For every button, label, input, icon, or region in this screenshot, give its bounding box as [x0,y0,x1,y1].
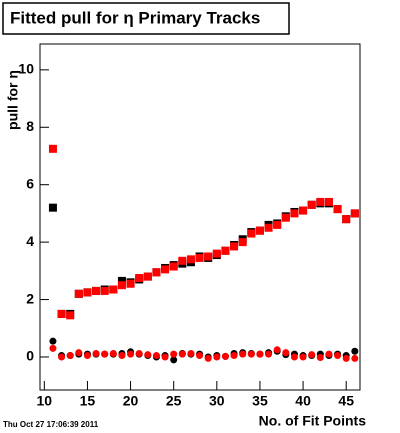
circle-marker [144,351,152,359]
square-marker [273,220,282,229]
square-marker [324,197,333,206]
square-marker [117,281,126,290]
circle-marker [299,353,307,361]
y-tick-label: 10 [18,61,34,77]
circle-marker [83,352,91,360]
square-marker [83,288,92,297]
circle-marker [187,350,195,358]
y-tick-label: 4 [26,233,34,249]
circle-marker [204,354,212,362]
circle-marker [221,352,229,360]
square-marker [126,279,135,288]
circle-marker [290,353,298,361]
square-marker [48,203,57,212]
circle-marker [152,352,160,360]
circle-marker [342,354,350,362]
circle-marker [135,350,143,358]
circle-marker [273,346,281,354]
plot-frame [39,43,361,391]
square-marker [92,286,101,295]
circle-marker [49,344,57,352]
circle-marker [308,351,316,359]
square-marker [135,274,144,283]
circle-marker [178,350,186,358]
y-tick-label: 2 [26,290,34,306]
circle-marker [325,350,333,358]
square-marker [117,276,126,285]
square-marker [307,200,316,209]
circle-marker [282,349,290,357]
circle-marker [256,350,264,358]
circle-marker [109,350,117,358]
square-marker [109,285,118,294]
square-marker [333,205,342,214]
circle-marker [196,352,204,360]
y-axis-label: pull for η [5,70,21,130]
circle-marker [49,337,57,345]
square-marker [195,253,204,262]
chart-title: Fitted pull for η Primary Tracks [10,8,260,27]
circle-marker [118,352,126,360]
x-tick-label: 30 [209,393,225,409]
circle-marker [351,347,359,355]
circle-marker [334,352,342,360]
x-tick-label: 10 [37,393,53,409]
x-tick-label: 20 [123,393,139,409]
circle-marker [101,350,109,358]
circle-marker [247,350,255,358]
circle-marker [92,350,100,358]
x-tick-label: 45 [338,393,354,409]
square-marker [342,215,351,224]
y-tick-label: 0 [26,348,34,364]
square-marker [66,311,75,320]
square-marker [143,272,152,281]
circle-marker [170,356,178,364]
circle-marker [127,350,135,358]
square-marker [48,144,57,153]
y-tick-label: 8 [26,118,34,134]
y-tick-label: 6 [26,175,34,191]
circle-marker [66,352,74,360]
square-marker [238,238,247,247]
square-marker [350,209,359,218]
square-marker [178,256,187,265]
square-marker [255,226,264,235]
timestamp: Thu Oct 27 17:06:39 2011 [3,420,99,429]
circle-marker [213,353,221,361]
x-tick-label: 40 [295,393,311,409]
circle-marker [316,354,324,362]
circle-marker [239,350,247,358]
square-marker [74,289,83,298]
square-marker [299,206,308,215]
circle-marker [161,353,169,361]
circle-marker [351,354,359,362]
square-marker [100,286,109,295]
square-marker [281,213,290,222]
square-marker [230,242,239,251]
circle-marker [265,350,273,358]
x-tick-label: 15 [80,393,96,409]
circle-marker [75,349,83,357]
x-tick-label: 25 [166,393,182,409]
square-marker [152,268,161,277]
circle-marker [230,352,238,360]
square-marker [212,249,221,258]
circle-marker [170,350,178,358]
square-marker [204,252,213,261]
square-marker [316,197,325,206]
square-marker [169,262,178,271]
title-box [2,2,290,35]
square-marker [264,223,273,232]
x-axis-label: No. of Fit Points [259,413,367,429]
x-tick-label: 35 [252,393,268,409]
square-marker [247,229,256,238]
square-marker [290,209,299,218]
square-marker [57,309,66,318]
square-marker [221,246,230,255]
square-marker [186,255,195,264]
circle-marker [58,353,66,361]
square-marker [161,265,170,274]
